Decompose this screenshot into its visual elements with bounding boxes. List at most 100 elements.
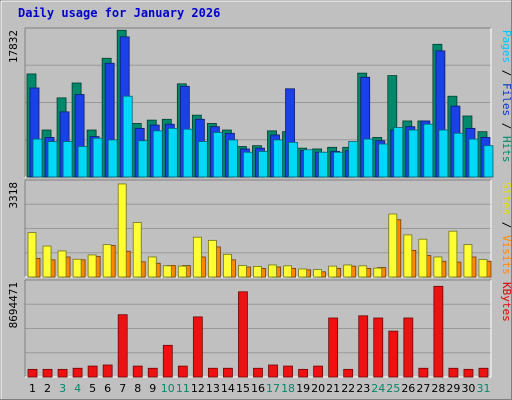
bar-sites-day-31 xyxy=(478,259,488,278)
bar-sites-day-25 xyxy=(388,213,398,278)
bar-pages-day-18 xyxy=(288,141,298,178)
bar-pages-day-3 xyxy=(62,141,73,178)
legend-entry: Visits xyxy=(500,235,512,275)
legend-entry: Pages xyxy=(500,30,512,63)
bar-sites-day-24 xyxy=(373,267,383,278)
series-legend: Sites / Visits xyxy=(500,182,512,275)
bar-sites-day-5 xyxy=(87,254,97,278)
bar-kbytes-day-6 xyxy=(102,364,113,378)
bar-kbytes-day-15 xyxy=(238,291,248,378)
legend-entry: Hits xyxy=(500,136,512,163)
x-tick-label: 6 xyxy=(104,382,111,395)
bar-pages-day-23 xyxy=(363,138,374,178)
bar-sites-day-3 xyxy=(57,250,67,278)
x-tick-label: 17 xyxy=(266,382,280,395)
x-tick-label: 20 xyxy=(311,382,325,395)
x-tick-label: 19 xyxy=(296,382,310,395)
bar-sites-day-14 xyxy=(223,253,232,278)
bar-sites-day-30 xyxy=(463,244,473,278)
bar-sites-day-11 xyxy=(177,265,187,278)
x-tick-label: 14 xyxy=(221,382,235,395)
x-tick-label: 3 xyxy=(59,382,66,395)
bar-pages-day-30 xyxy=(468,138,479,178)
x-tick-label: 21 xyxy=(326,382,340,395)
bar-pages-day-24 xyxy=(378,143,389,178)
bar-pages-day-10 xyxy=(167,127,178,178)
series-legend: Pages / Files / Hits xyxy=(500,30,512,163)
bar-pages-day-6 xyxy=(107,139,118,178)
x-tick-label: 15 xyxy=(236,382,250,395)
legend-entry: KBytes xyxy=(500,282,512,322)
bar-pages-day-5 xyxy=(92,137,103,178)
bar-kbytes-day-22 xyxy=(343,368,354,378)
bar-kbytes-day-21 xyxy=(328,317,339,378)
x-tick-label: 7 xyxy=(119,382,126,395)
bar-kbytes-day-17 xyxy=(268,364,278,378)
bar-sites-day-18 xyxy=(283,265,292,278)
bar-kbytes-day-31 xyxy=(478,367,489,378)
bar-sites-day-28 xyxy=(433,256,443,278)
bar-pages-day-19 xyxy=(303,149,313,178)
x-tick-label: 26 xyxy=(401,382,415,395)
bar-kbytes-day-25 xyxy=(388,330,399,378)
bar-pages-day-11 xyxy=(182,128,193,178)
x-tick-label: 4 xyxy=(74,382,81,395)
bar-kbytes-day-8 xyxy=(132,365,143,378)
bar-kbytes-day-9 xyxy=(147,367,158,378)
bar-kbytes-day-13 xyxy=(207,367,218,378)
x-tick-label: 5 xyxy=(89,382,96,395)
x-tick-label: 16 xyxy=(251,382,265,395)
bar-kbytes-day-16 xyxy=(253,367,263,378)
bar-pages-day-7 xyxy=(122,95,133,178)
bar-kbytes-day-26 xyxy=(403,317,414,378)
bar-pages-day-13 xyxy=(212,132,223,178)
bar-pages-day-2 xyxy=(47,141,58,178)
x-tick-label: 31 xyxy=(476,382,490,395)
bar-pages-day-1 xyxy=(32,138,43,178)
bar-sites-day-16 xyxy=(253,266,262,278)
bar-kbytes-day-19 xyxy=(298,368,308,378)
bar-kbytes-day-1 xyxy=(27,368,38,378)
bar-pages-day-31 xyxy=(483,145,494,178)
bar-sites-day-10 xyxy=(162,265,172,278)
bar-kbytes-day-7 xyxy=(117,314,128,378)
legend-entry: Files xyxy=(500,83,512,116)
legend-entry: / xyxy=(500,63,512,83)
legend-entry: / xyxy=(500,215,512,235)
y-max-label: 17832 xyxy=(7,30,20,63)
bar-pages-day-12 xyxy=(197,141,208,178)
bar-kbytes-day-27 xyxy=(418,367,429,378)
bar-sites-day-29 xyxy=(448,230,458,278)
x-tick-label: 25 xyxy=(386,382,400,395)
bar-pages-day-26 xyxy=(408,129,419,178)
bar-pages-day-15 xyxy=(243,151,253,178)
bar-sites-day-8 xyxy=(132,222,142,278)
bar-pages-day-29 xyxy=(453,132,464,178)
bar-sites-day-6 xyxy=(102,244,112,278)
bar-sites-day-9 xyxy=(147,256,157,278)
bar-kbytes-day-11 xyxy=(177,365,188,378)
bar-sites-day-1 xyxy=(27,232,37,278)
x-tick-label: 24 xyxy=(371,382,385,395)
bar-pages-day-25 xyxy=(393,127,404,178)
legend-entry: / xyxy=(500,116,512,136)
series-legend: KBytes xyxy=(500,282,512,322)
x-tick-label: 8 xyxy=(134,382,141,395)
x-tick-label: 29 xyxy=(446,382,460,395)
bar-pages-day-8 xyxy=(137,140,148,178)
bar-sites-day-22 xyxy=(343,264,353,278)
bar-sites-day-12 xyxy=(192,236,202,278)
x-tick-label: 11 xyxy=(176,382,190,395)
bar-kbytes-day-29 xyxy=(448,367,459,378)
bar-kbytes-day-20 xyxy=(313,365,324,378)
y-max-label: 3318 xyxy=(7,182,20,209)
x-tick-label: 22 xyxy=(341,382,355,395)
bar-kbytes-day-23 xyxy=(358,315,369,378)
bar-kbytes-day-24 xyxy=(373,317,384,378)
bar-pages-day-16 xyxy=(258,151,268,178)
x-tick-label: 1 xyxy=(29,382,36,395)
bar-kbytes-day-5 xyxy=(87,365,98,378)
x-tick-label: 2 xyxy=(44,382,51,395)
